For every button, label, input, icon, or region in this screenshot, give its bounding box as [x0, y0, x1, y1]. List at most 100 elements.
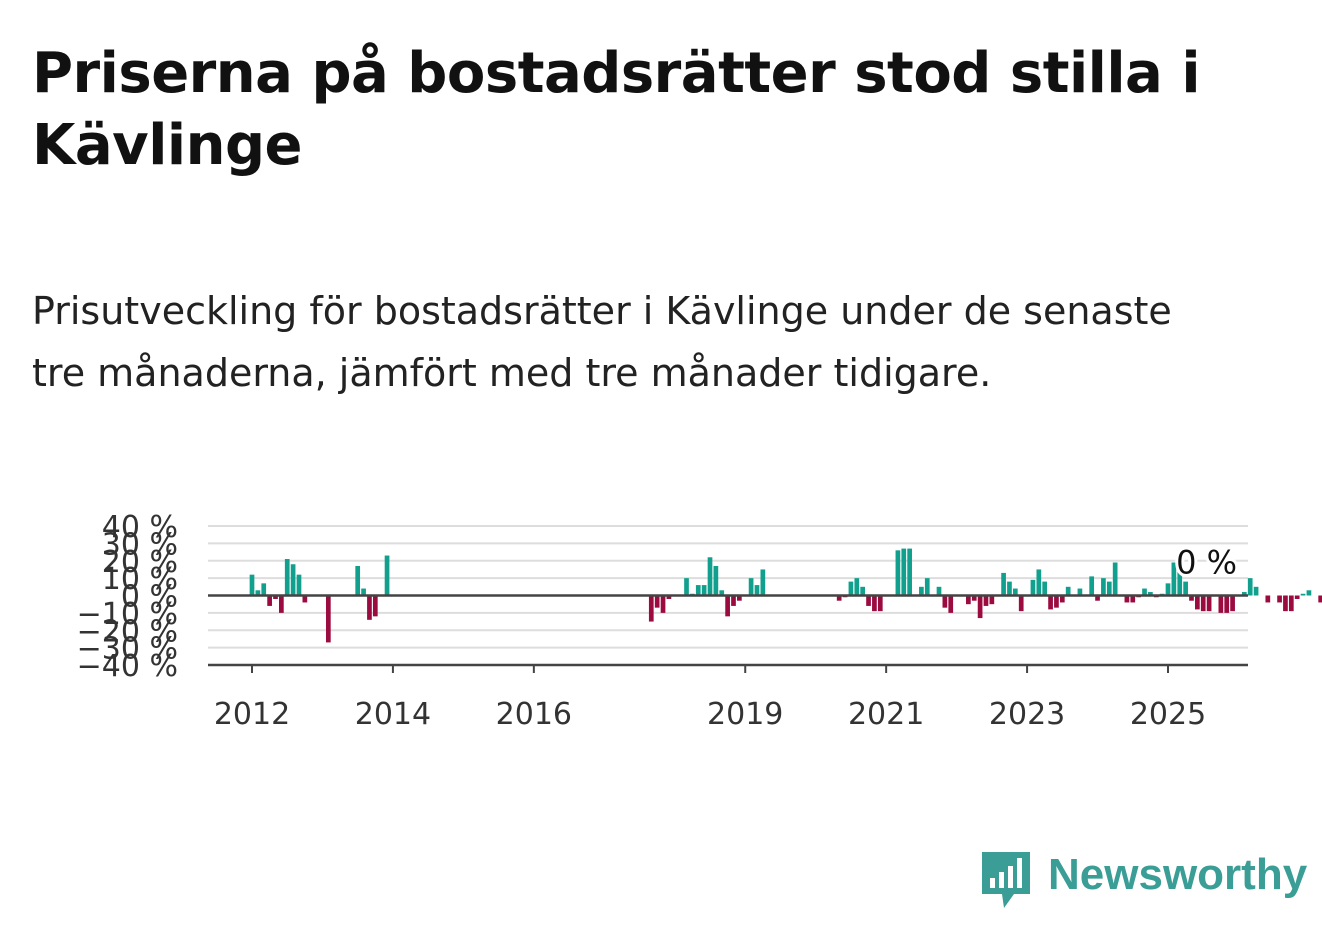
- bar: [895, 550, 901, 596]
- bar: [1177, 567, 1183, 596]
- bar: [1224, 595, 1230, 613]
- y-tick-label: −20 %: [77, 614, 178, 649]
- bar: [725, 595, 730, 617]
- newsworthy-logo: Newsworthy: [980, 850, 1307, 912]
- bar: [983, 595, 989, 606]
- bar: [836, 595, 842, 601]
- bar: [1195, 595, 1200, 610]
- bar: [684, 578, 689, 596]
- bar: [1288, 595, 1294, 612]
- bar: [877, 595, 883, 612]
- bar: [1012, 588, 1018, 596]
- bar: [1247, 578, 1253, 596]
- chart-subtitle: Prisutveckling för bostadsrätter i Kävli…: [32, 289, 1172, 395]
- bar: [654, 595, 660, 608]
- bar: [760, 569, 766, 596]
- bar: [1065, 586, 1071, 596]
- bar: [1112, 562, 1118, 596]
- bar: [707, 557, 713, 596]
- brand-name: Newsworthy: [1048, 850, 1308, 899]
- bar: [1148, 592, 1153, 596]
- bar: [372, 595, 378, 617]
- bar: [731, 595, 736, 606]
- bar: [255, 590, 261, 596]
- bar: [989, 595, 995, 605]
- bar: [1018, 595, 1024, 612]
- chart-title: Priserna på bostadsrätter stod stilla i …: [32, 41, 1201, 178]
- bar: [284, 559, 290, 596]
- bar: [1218, 595, 1224, 613]
- y-tick-label: −10 %: [77, 597, 178, 632]
- bar: [384, 555, 390, 596]
- bar: [1095, 595, 1100, 601]
- y-tick-label: 30 %: [102, 527, 178, 562]
- bar: [695, 585, 701, 596]
- bar: [1077, 588, 1083, 596]
- bar: [273, 595, 278, 599]
- bar: [848, 581, 854, 596]
- bar: [296, 574, 302, 596]
- bar: [1036, 569, 1042, 596]
- bar: [1042, 581, 1048, 596]
- bar: [737, 595, 742, 601]
- y-tick-label: −40 %: [77, 649, 178, 684]
- bar: [367, 595, 372, 620]
- x-tick-label: 2016: [496, 697, 572, 732]
- bar: [907, 548, 912, 596]
- bar: [261, 583, 267, 596]
- bar: [924, 578, 930, 596]
- bar: [901, 548, 907, 596]
- last-value-label: 0 %: [1176, 544, 1237, 582]
- bar: [919, 586, 924, 596]
- bar: [1183, 581, 1188, 596]
- bar: [1294, 595, 1300, 599]
- last-value-annotation: 0 %: [1173, 541, 1240, 585]
- bar: [279, 595, 284, 613]
- bar: [1030, 579, 1036, 596]
- bar: [325, 595, 331, 643]
- bar: [713, 565, 719, 596]
- bar: [1253, 586, 1259, 596]
- bar: [1230, 595, 1235, 612]
- bar: [1189, 595, 1194, 601]
- bar: [719, 590, 725, 596]
- bar: [1007, 581, 1012, 596]
- bar: [290, 564, 296, 596]
- bar: [1101, 578, 1106, 596]
- x-tick-label: 2023: [989, 697, 1065, 732]
- bar: [361, 588, 366, 596]
- bar: [942, 595, 948, 608]
- x-tick-label: 2014: [355, 697, 431, 732]
- bar: [866, 595, 871, 606]
- bar: [302, 595, 308, 603]
- y-tick-label: 20 %: [102, 545, 178, 580]
- bar: [1054, 595, 1059, 608]
- bar: [1200, 595, 1206, 612]
- bar: [1089, 576, 1095, 596]
- bar: [872, 595, 877, 612]
- bar: [1306, 590, 1312, 596]
- bar: [1318, 595, 1322, 603]
- bar: [249, 574, 255, 596]
- bar: [1300, 593, 1306, 596]
- bar: [1059, 595, 1065, 603]
- bar: [1283, 595, 1288, 612]
- bars: [249, 548, 1322, 643]
- bar: [666, 595, 672, 599]
- bar: [1001, 572, 1006, 596]
- x-tick-label: 2012: [214, 697, 290, 732]
- bar: [854, 578, 860, 596]
- bar: [1106, 581, 1112, 596]
- y-tick-label: 40 %: [102, 510, 178, 545]
- bar: [355, 565, 361, 596]
- y-axis-ticks: 40 %30 %20 %10 %0 %−10 %−20 %−30 %−40 %: [77, 510, 178, 684]
- bar: [267, 595, 272, 606]
- newsworthy-logo-icon: [982, 852, 1030, 908]
- bar: [748, 578, 754, 596]
- bar: [971, 595, 977, 601]
- y-tick-label: −30 %: [77, 632, 178, 667]
- bar: [860, 586, 866, 596]
- bar: [754, 585, 760, 596]
- bar-chart: 40 %30 %20 %10 %0 %−10 %−20 %−30 %−40 % …: [77, 510, 1322, 732]
- x-tick-label: 2019: [707, 697, 783, 732]
